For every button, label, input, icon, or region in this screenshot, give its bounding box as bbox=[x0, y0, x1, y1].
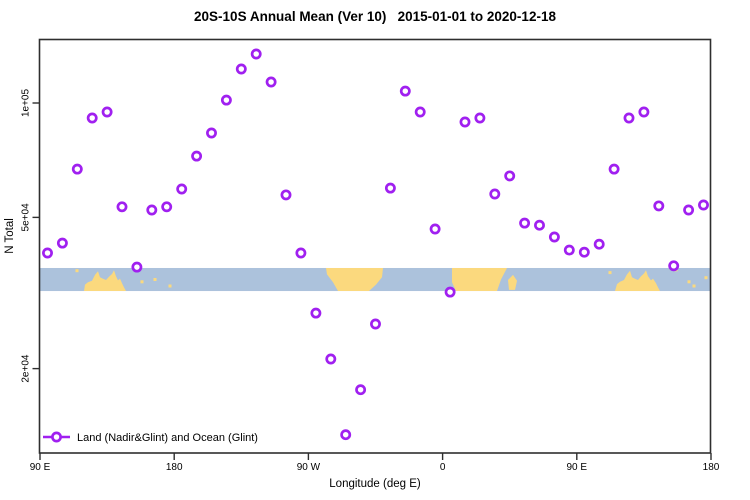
data-point bbox=[444, 286, 456, 298]
data-point bbox=[638, 106, 650, 118]
data-point bbox=[71, 163, 83, 175]
data-point bbox=[563, 244, 575, 256]
data-point bbox=[101, 106, 113, 118]
data-point bbox=[519, 217, 531, 229]
data-point bbox=[623, 112, 635, 124]
data-point bbox=[429, 223, 441, 235]
data-point bbox=[683, 204, 695, 216]
data-point bbox=[578, 246, 590, 258]
y-tick-label: 2e+04 bbox=[21, 354, 32, 383]
data-point bbox=[310, 307, 322, 319]
data-point bbox=[414, 106, 426, 118]
plot-frame: 90 E 180 90 W 0 90 E 180 1e+05 5e+04 2e+04 bbox=[21, 38, 720, 473]
data-point bbox=[146, 204, 158, 216]
land-south-america bbox=[326, 268, 383, 291]
data-point bbox=[235, 63, 247, 75]
island-speck bbox=[692, 284, 696, 288]
data-point bbox=[56, 237, 68, 249]
chart-title: 20S-10S Annual Mean (Ver 10) 2015-01-01 … bbox=[194, 9, 556, 24]
data-point bbox=[325, 353, 337, 365]
data-point bbox=[206, 127, 217, 139]
island-speck bbox=[168, 284, 172, 288]
x-tick-label: 90 E bbox=[567, 462, 588, 473]
data-point bbox=[534, 219, 545, 231]
data-point bbox=[116, 201, 128, 213]
data-point bbox=[265, 76, 277, 88]
data-point bbox=[355, 384, 367, 396]
data-point bbox=[668, 260, 680, 272]
map-strip bbox=[40, 267, 710, 292]
data-point bbox=[280, 189, 292, 201]
island-speck bbox=[608, 271, 612, 275]
x-tick-label: 180 bbox=[703, 462, 720, 473]
data-point bbox=[384, 182, 396, 194]
y-tick-label: 1e+05 bbox=[21, 89, 32, 118]
y-tick-label: 5e+04 bbox=[21, 203, 32, 232]
data-point bbox=[459, 116, 471, 128]
x-tick-label: 90 E bbox=[30, 462, 51, 473]
land-africa bbox=[452, 268, 507, 291]
data-point bbox=[295, 247, 307, 259]
island-speck bbox=[704, 276, 708, 280]
x-tick-label: 180 bbox=[166, 462, 183, 473]
data-point bbox=[399, 85, 411, 97]
data-point bbox=[220, 94, 232, 106]
data-point bbox=[86, 112, 98, 124]
data-point bbox=[548, 231, 560, 243]
data-point bbox=[474, 112, 486, 124]
plot-box bbox=[38, 38, 712, 454]
data-point bbox=[698, 199, 709, 211]
data-point bbox=[504, 170, 516, 182]
data-point bbox=[489, 188, 501, 200]
island-speck bbox=[153, 278, 157, 281]
legend: Land (Nadir&Glint) and Ocean (Glint) bbox=[43, 431, 258, 444]
x-axis-title: Longitude (deg E) bbox=[329, 478, 421, 490]
land-australia-east-copy bbox=[615, 270, 660, 291]
data-point bbox=[176, 183, 188, 195]
data-point bbox=[131, 261, 143, 273]
data-point bbox=[191, 150, 203, 162]
island-speck bbox=[75, 269, 79, 273]
data-point bbox=[370, 318, 381, 330]
data-point bbox=[42, 247, 53, 259]
data-point bbox=[653, 200, 665, 212]
data-points bbox=[42, 48, 709, 441]
legend-marker-icon bbox=[51, 431, 62, 443]
island-speck bbox=[140, 280, 144, 284]
data-point bbox=[250, 48, 262, 60]
data-point bbox=[593, 238, 605, 250]
y-axis-title: N Total bbox=[4, 218, 16, 254]
x-tick-label: 90 W bbox=[297, 462, 321, 473]
legend-label: Land (Nadir&Glint) and Ocean (Glint) bbox=[77, 432, 258, 444]
data-point bbox=[608, 163, 620, 175]
data-point bbox=[340, 429, 352, 441]
land-australia-west-copy bbox=[84, 270, 126, 291]
x-tick-label: 0 bbox=[440, 462, 446, 473]
land-madagascar bbox=[508, 274, 517, 290]
data-point bbox=[161, 201, 173, 213]
island-speck bbox=[687, 280, 691, 284]
